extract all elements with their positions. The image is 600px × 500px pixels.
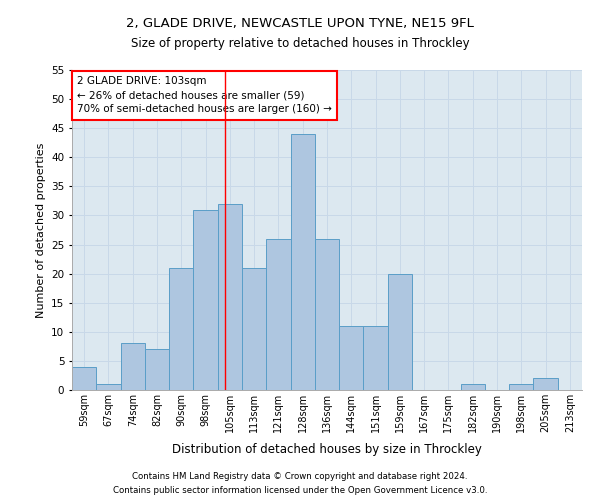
Bar [72,366,96,390]
Bar [533,378,558,390]
Bar [315,238,339,390]
Bar [121,344,145,390]
Text: Contains public sector information licensed under the Open Government Licence v3: Contains public sector information licen… [113,486,487,495]
Bar [242,268,266,390]
Text: Contains HM Land Registry data © Crown copyright and database right 2024.: Contains HM Land Registry data © Crown c… [132,472,468,481]
Bar [145,350,169,390]
Bar [388,274,412,390]
Bar [364,326,388,390]
Bar [96,384,121,390]
Text: 2 GLADE DRIVE: 103sqm
← 26% of detached houses are smaller (59)
70% of semi-deta: 2 GLADE DRIVE: 103sqm ← 26% of detached … [77,76,332,114]
Text: Distribution of detached houses by size in Throckley: Distribution of detached houses by size … [172,442,482,456]
Bar [339,326,364,390]
Text: Size of property relative to detached houses in Throckley: Size of property relative to detached ho… [131,38,469,51]
Text: 2, GLADE DRIVE, NEWCASTLE UPON TYNE, NE15 9FL: 2, GLADE DRIVE, NEWCASTLE UPON TYNE, NE1… [126,18,474,30]
Bar [266,238,290,390]
Bar [218,204,242,390]
Bar [509,384,533,390]
Bar [290,134,315,390]
Y-axis label: Number of detached properties: Number of detached properties [35,142,46,318]
Bar [193,210,218,390]
Bar [169,268,193,390]
Bar [461,384,485,390]
